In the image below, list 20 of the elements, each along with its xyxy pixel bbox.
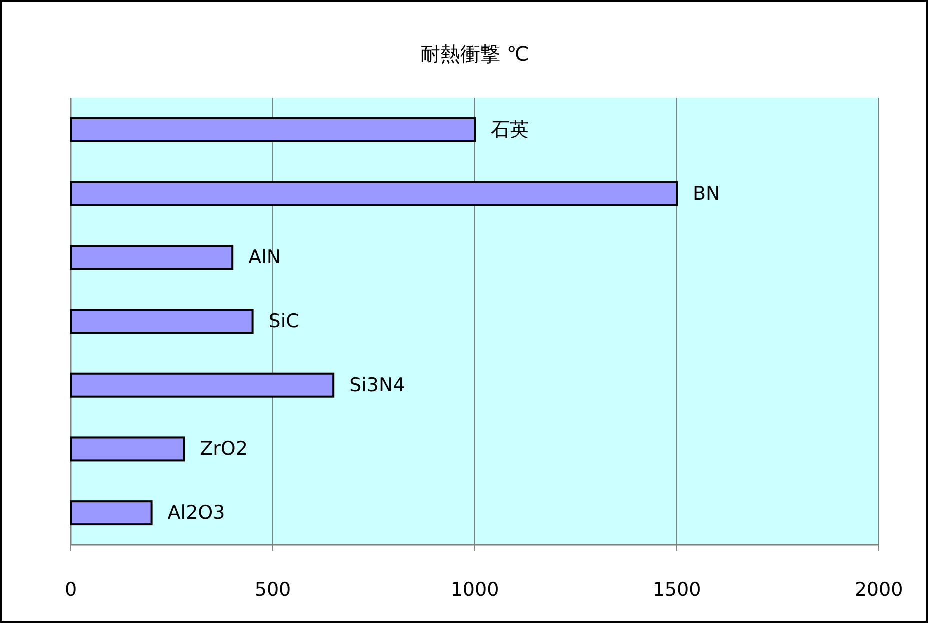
y-tick-label: ZrO2	[200, 438, 248, 460]
y-tick-label: AlN	[248, 246, 282, 269]
bar	[70, 372, 335, 398]
x-tick-label: 1000	[450, 579, 500, 601]
y-tick-label: Si3N4	[350, 374, 406, 396]
bar	[70, 309, 254, 334]
bar	[70, 117, 476, 142]
x-tick-label: 1500	[652, 579, 702, 601]
bar	[70, 436, 186, 462]
y-tick-label: 石英	[491, 118, 529, 141]
x-tick-label: 0	[64, 579, 78, 601]
chart-title: 耐熱衝撃 ℃	[420, 42, 530, 66]
y-tick-label: BN	[693, 182, 720, 205]
bar	[70, 245, 234, 270]
x-tick-label: 500	[254, 579, 292, 601]
bar	[70, 181, 678, 206]
y-tick-label: SiC	[268, 310, 300, 332]
bar	[70, 500, 153, 526]
x-tick-label: 2000	[854, 579, 904, 601]
y-tick-label: Al2O3	[168, 502, 226, 524]
